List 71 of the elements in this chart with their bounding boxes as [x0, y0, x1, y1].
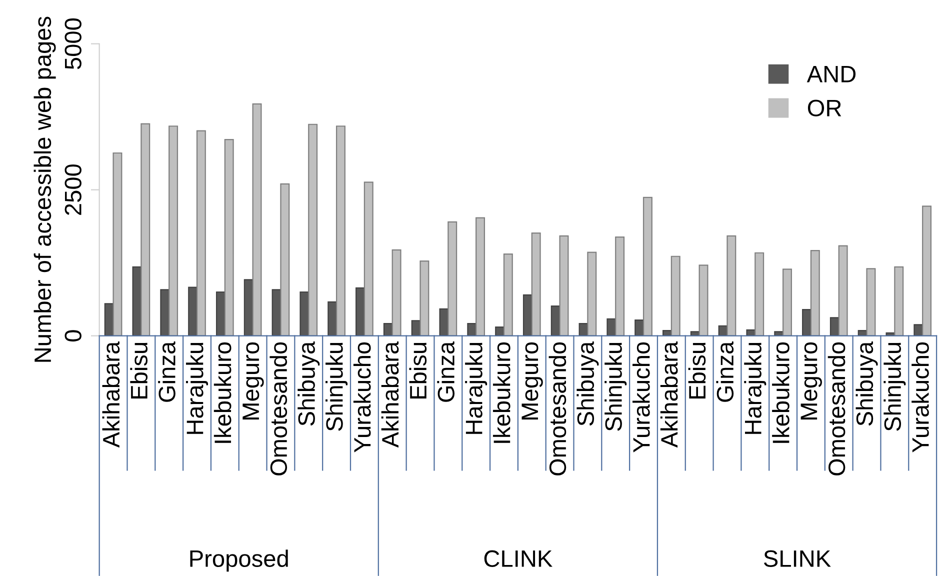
- x-tick-label: Shinjuku: [326, 342, 348, 431]
- bar: [754, 252, 764, 336]
- x-tick-label: Ikebukuro: [214, 342, 232, 443]
- x-tick-label: Shibuya: [298, 341, 320, 426]
- bar: [448, 221, 458, 336]
- bar: [364, 182, 374, 336]
- x-tick-label: Shinjuku: [884, 342, 906, 431]
- x-tick-label: Ginza: [437, 341, 455, 402]
- bar: [140, 123, 150, 336]
- x-tick-label: Akihabara: [102, 341, 120, 448]
- y-tick-label: 5000: [64, 18, 82, 70]
- bar: [866, 268, 876, 336]
- x-tick-label: Shibuya: [856, 341, 878, 426]
- x-tick-label: Yurakucho: [353, 342, 371, 452]
- x-tick-label: Ebisu: [688, 342, 706, 398]
- legend-label: AND: [806, 66, 856, 82]
- bar: [503, 253, 513, 336]
- x-tick-label: Ginza: [716, 341, 734, 402]
- bar: [168, 126, 178, 336]
- text: CLINK: [484, 550, 552, 568]
- x-tick-label: Harajuku: [465, 342, 488, 434]
- x-tick-label: Omotesando: [828, 342, 846, 476]
- x-tick-label: Ikebukuro: [492, 342, 510, 443]
- bar: [244, 279, 254, 336]
- bar: [160, 289, 170, 336]
- bar: [112, 152, 122, 336]
- bar: [280, 183, 290, 336]
- x-tick-label: Yurakucho: [912, 342, 929, 452]
- bar: [476, 217, 485, 336]
- x-tick-label: Shibuya: [576, 341, 599, 426]
- bar: [642, 196, 652, 336]
- bar: [670, 256, 680, 336]
- y-tick-label: 2500: [64, 164, 82, 215]
- bar: [587, 252, 597, 336]
- bar: [308, 124, 318, 336]
- bar: [559, 235, 569, 336]
- x-tick-label: Omotesando: [270, 342, 288, 476]
- bar: [392, 249, 402, 336]
- bar: [894, 266, 904, 336]
- bar: [196, 130, 206, 336]
- text: Proposed: [190, 550, 288, 572]
- bar: [782, 268, 792, 336]
- x-tick-label: Meguro: [800, 342, 822, 420]
- bar: [252, 103, 262, 336]
- bar: [698, 264, 708, 336]
- x-tick-label: Harajuku: [744, 342, 766, 434]
- x-tick-label: Harajuku: [186, 342, 208, 434]
- x-tick-label: Omotesando: [548, 342, 566, 476]
- bar: [838, 245, 848, 336]
- bar: [810, 250, 820, 336]
- y-tick-label: 0: [64, 330, 82, 342]
- legend-label: OR: [808, 100, 842, 116]
- x-tick-label: Shinjuku: [604, 342, 627, 431]
- text: SLINK: [764, 550, 831, 568]
- bar: [726, 235, 736, 336]
- x-tick-label: Meguro: [242, 342, 264, 420]
- bar: [531, 232, 541, 336]
- x-tick-label: Ikebukuro: [772, 342, 790, 443]
- x-tick-label: Ebisu: [409, 342, 427, 398]
- x-tick-label: Akihabara: [381, 341, 399, 448]
- bar: [336, 126, 346, 336]
- bar: [922, 206, 932, 336]
- bar: [420, 260, 430, 336]
- x-tick-label: Ebisu: [130, 342, 148, 398]
- x-tick-label: Meguro: [522, 342, 543, 420]
- x-tick-label: Akihabara: [660, 341, 678, 448]
- x-tick-label: Ginza: [158, 341, 176, 402]
- bar: [224, 139, 234, 336]
- bar: [615, 236, 625, 336]
- x-tick-label: Yurakucho: [632, 342, 650, 452]
- y-axis-title: Number of accessible web pages: [34, 16, 56, 362]
